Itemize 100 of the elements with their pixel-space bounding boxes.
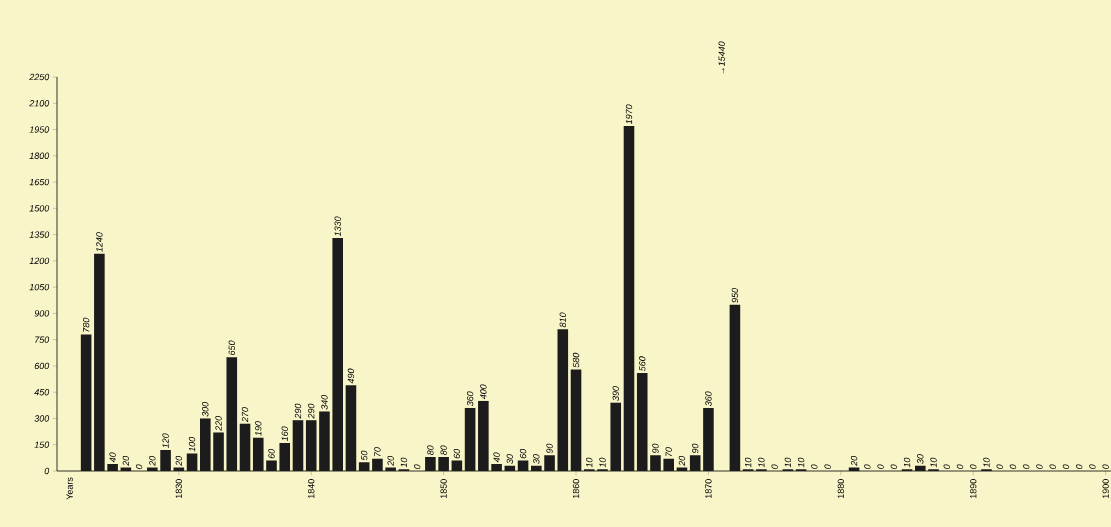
- y-tick-label: 2250: [29, 73, 50, 81]
- x-tick-label: 1880: [837, 479, 845, 499]
- y-tick-label: 1650: [29, 178, 50, 186]
- y-tick-label: 1050: [29, 283, 50, 291]
- data-label: 90: [546, 443, 553, 454]
- data-label: 340: [321, 394, 328, 410]
- data-label: 400: [480, 384, 487, 400]
- bar: [147, 467, 158, 471]
- data-label: 0: [824, 464, 831, 469]
- data-label: 580: [572, 352, 580, 368]
- bar: [914, 465, 926, 471]
- bar: [160, 449, 171, 471]
- y-tick-label: 2100: [29, 100, 50, 107]
- bar: [491, 464, 502, 471]
- data-label: 20: [122, 455, 130, 466]
- bar: [385, 467, 396, 471]
- data-label: 0: [771, 464, 778, 469]
- text: Years: [66, 477, 73, 500]
- data-label: 0: [864, 464, 871, 469]
- bar: [650, 455, 661, 471]
- data-label: 190: [255, 421, 262, 436]
- x-tick-label: 1850: [440, 479, 447, 499]
- data-label: 10: [983, 457, 990, 468]
- data-label: 560: [639, 356, 646, 372]
- data-label: 20: [387, 455, 394, 466]
- bar: [438, 456, 449, 471]
- data-label: 1240: [96, 232, 103, 252]
- y-tick-label: 300: [34, 415, 50, 422]
- data-label: 220: [215, 415, 222, 431]
- data-label: 20: [175, 455, 182, 466]
- bar: [279, 442, 291, 471]
- data-label: 0: [135, 464, 143, 469]
- data-label: 60: [519, 448, 527, 459]
- bar: [636, 372, 648, 471]
- data-label: 10: [400, 457, 408, 468]
- data-label: 1330: [334, 216, 341, 237]
- data-label: 40: [109, 452, 116, 463]
- data-label: 30: [506, 454, 514, 464]
- data-label: 50: [361, 450, 368, 461]
- data-label: 10: [758, 457, 765, 468]
- data-label: 60: [453, 448, 461, 459]
- bar: [544, 455, 555, 471]
- bar: [266, 460, 277, 471]
- data-label: 390: [612, 386, 619, 401]
- data-label: 100: [188, 436, 196, 452]
- bar: [186, 453, 198, 471]
- data-label: 0: [1075, 464, 1083, 469]
- data-label: 780: [82, 317, 90, 332]
- bar: [358, 462, 370, 471]
- x-tick-label: 1890: [970, 479, 977, 499]
- x-tick-label: 1830: [175, 479, 182, 499]
- data-label: 10: [797, 457, 805, 468]
- bar: [517, 460, 529, 471]
- bar: [464, 407, 476, 471]
- data-label: 90: [652, 443, 659, 454]
- data-label: 70: [665, 447, 672, 457]
- bar: [213, 432, 224, 471]
- y-tick-label: 450: [34, 389, 50, 396]
- bar: [610, 402, 622, 471]
- x-tick-label: 1870: [705, 479, 712, 499]
- data-label: 70: [374, 447, 381, 457]
- bar: [676, 467, 688, 471]
- data-label: 810: [559, 312, 566, 328]
- data-label: 10: [930, 457, 937, 468]
- bar: [689, 455, 701, 471]
- data-label: 1970: [625, 104, 633, 125]
- bar: [239, 423, 251, 471]
- data-label: 0: [1036, 464, 1043, 469]
- bar: [425, 456, 436, 471]
- data-label: 30: [533, 454, 540, 464]
- data-label: 80: [440, 445, 447, 456]
- y-tick-label: 0: [44, 467, 50, 475]
- data-label: 360: [466, 391, 474, 407]
- data-label: 0: [877, 464, 884, 469]
- bar: [345, 385, 357, 471]
- y-tick-label: 750: [35, 336, 50, 343]
- data-label: 950: [731, 288, 739, 303]
- data-label: 20: [850, 455, 858, 466]
- data-label: 80: [427, 445, 434, 456]
- bar: [226, 357, 238, 471]
- bar: [663, 458, 675, 471]
- data-label: 650: [228, 340, 235, 355]
- x-tick-label: 1900: [1102, 479, 1109, 499]
- data-label: 20: [678, 455, 686, 466]
- bar: [623, 126, 635, 471]
- bar: [332, 238, 343, 471]
- data-label: 60: [268, 448, 275, 459]
- x-tick-label: 1840: [308, 479, 315, 499]
- data-label: 0: [811, 464, 818, 469]
- data-label: 290: [294, 403, 302, 419]
- data-label: 0: [970, 464, 977, 469]
- data-label: 0: [996, 464, 1003, 469]
- data-label: 300: [202, 401, 209, 417]
- data-label: 0: [943, 464, 950, 469]
- data-label: 360: [705, 391, 712, 407]
- bar: [729, 304, 741, 471]
- data-label: 0: [1089, 464, 1096, 469]
- data-label: 0: [1102, 464, 1109, 469]
- y-tick-label: 900: [34, 310, 50, 317]
- y-tick-label: 600: [34, 362, 50, 370]
